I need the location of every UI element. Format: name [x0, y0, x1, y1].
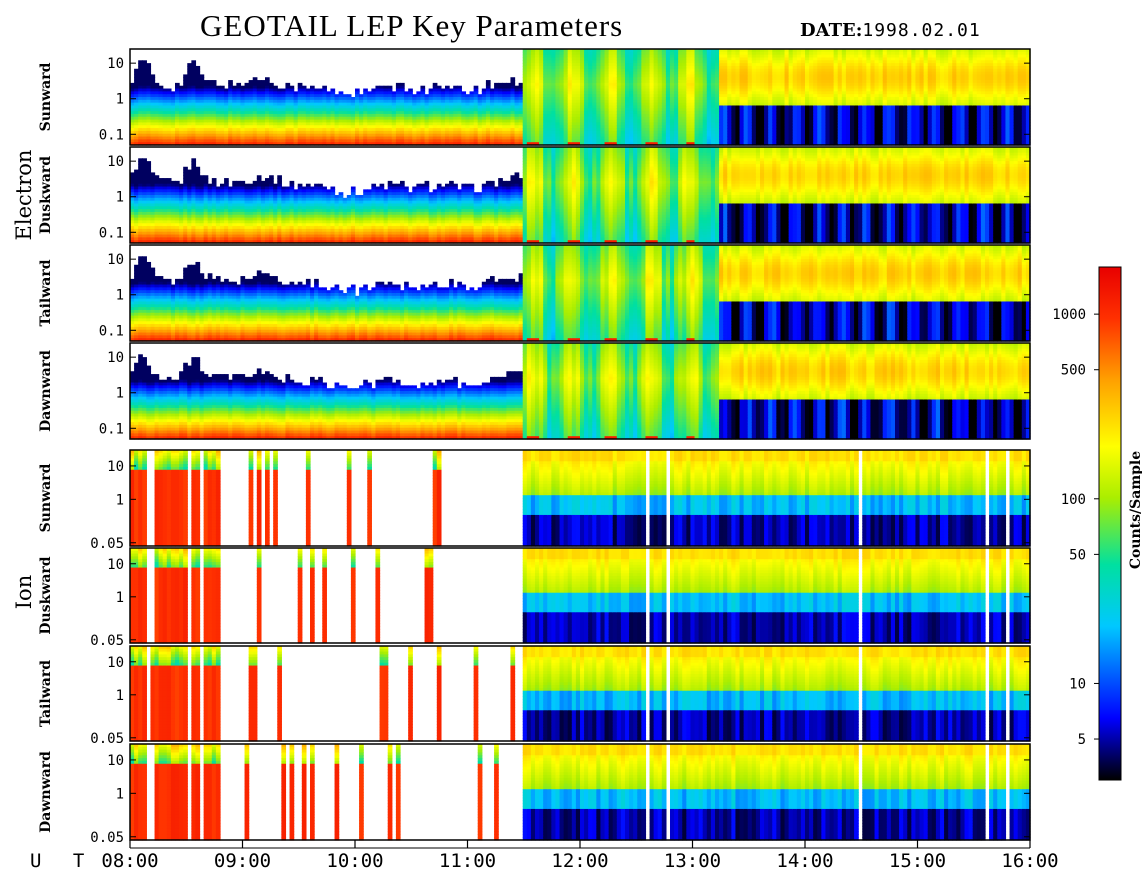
spectrogram-plot-area: 1010.1Sunward1010.1Duskward1010.1Tailwar… — [0, 0, 1142, 880]
geotail-lep-figure: GEOTAIL LEP Key Parameters DATE:1998.02.… — [0, 0, 1142, 880]
